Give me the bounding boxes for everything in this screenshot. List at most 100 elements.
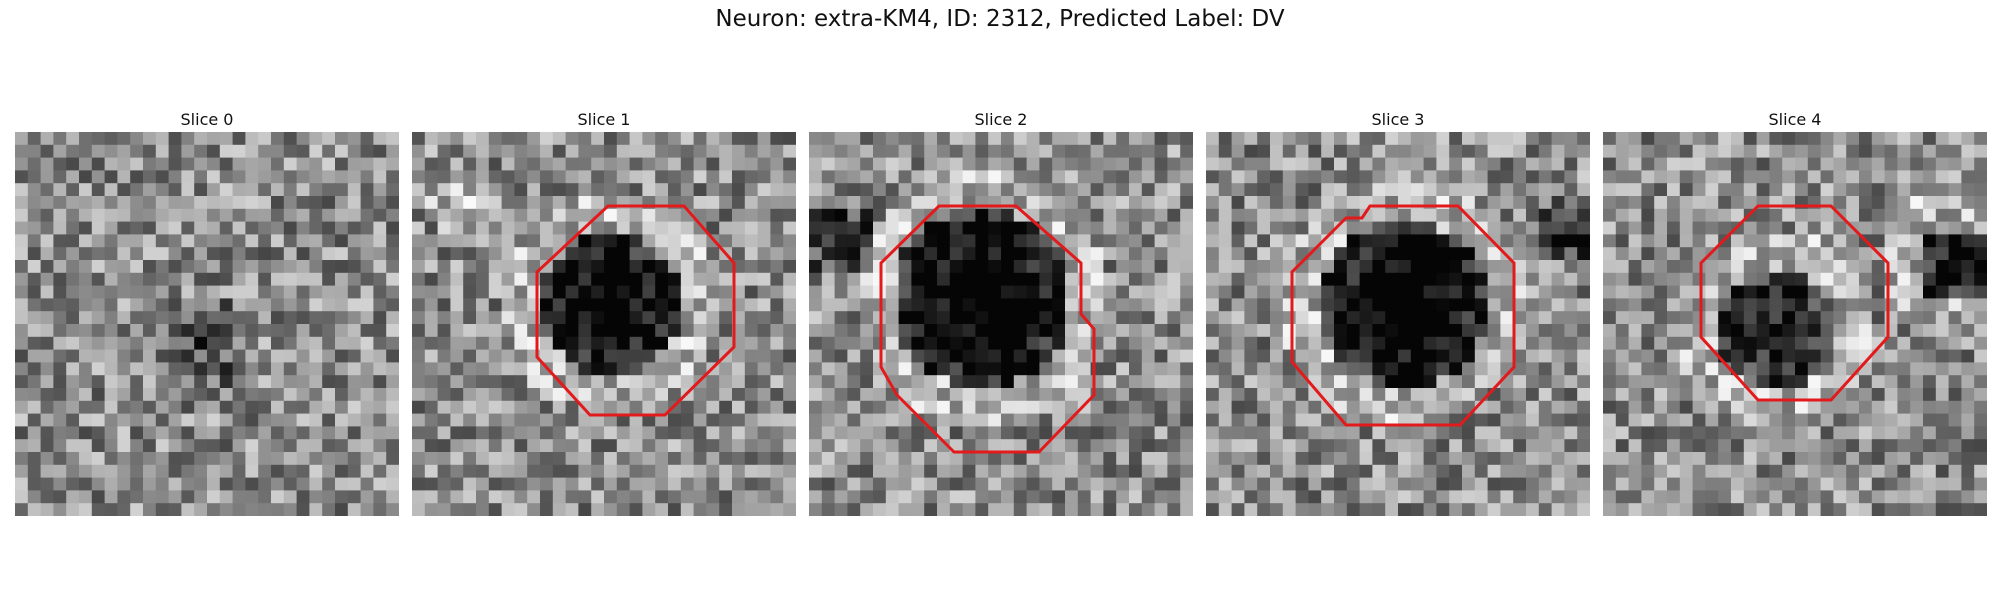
pixel: [1897, 477, 1911, 491]
pixel: [1859, 400, 1873, 415]
pixel: [335, 183, 349, 197]
pixel: [680, 413, 695, 427]
pixel: [706, 196, 720, 210]
pixel: [1346, 311, 1361, 325]
pixel: [937, 336, 951, 351]
pixel: [873, 426, 887, 440]
pixel: [693, 439, 707, 453]
pixel: [962, 170, 976, 184]
pixel: [1859, 388, 1873, 402]
pixel: [1474, 260, 1489, 274]
pixel: [91, 285, 106, 299]
pixel: [809, 272, 823, 287]
pixel: [604, 375, 618, 389]
pixel: [565, 157, 579, 171]
pixel: [424, 247, 439, 261]
pixel: [1538, 208, 1553, 223]
pixel: [719, 477, 733, 491]
pixel: [1897, 464, 1911, 479]
pixel: [616, 349, 631, 363]
pixel: [1756, 464, 1770, 479]
pixel: [1295, 477, 1309, 491]
pixel: [1052, 285, 1066, 299]
pixel: [924, 503, 938, 516]
pixel: [1257, 324, 1271, 338]
pixel: [476, 388, 490, 402]
pixel: [629, 170, 643, 184]
pixel: [1026, 298, 1040, 312]
pixel: [245, 285, 259, 299]
pixel: [1884, 362, 1898, 376]
pixel: [1398, 362, 1412, 376]
pixel: [245, 362, 259, 376]
pixel: [719, 426, 733, 440]
pixel: [975, 234, 989, 248]
pixel: [1295, 324, 1309, 338]
pixel: [181, 477, 195, 491]
pixel: [809, 196, 823, 210]
pixel: [476, 260, 490, 274]
pixel: [1154, 272, 1168, 287]
pixel: [1436, 311, 1450, 325]
pixel: [719, 311, 733, 325]
pixel: [821, 388, 836, 402]
pixel: [1116, 490, 1130, 504]
pixel: [552, 388, 567, 402]
pixel: [1923, 413, 1937, 427]
pixel: [1372, 388, 1386, 402]
pixel: [143, 375, 157, 389]
pixel: [104, 490, 118, 504]
pixel: [15, 349, 29, 363]
pixel: [821, 400, 836, 415]
pixel: [642, 388, 656, 402]
pixel: [911, 183, 925, 197]
pixel: [962, 144, 976, 159]
pixel: [898, 439, 912, 453]
pixel: [271, 477, 285, 491]
pixel: [885, 260, 900, 274]
pixel: [770, 388, 784, 402]
pixel: [1180, 221, 1193, 235]
pixel: [181, 464, 195, 479]
pixel: [1116, 144, 1130, 159]
pixel: [591, 375, 605, 389]
pixel: [1705, 183, 1719, 197]
pixel: [1474, 324, 1489, 338]
pixel: [373, 298, 387, 312]
pixel: [975, 260, 989, 274]
pixel: [335, 260, 349, 274]
pixel: [1270, 400, 1284, 415]
pixel: [1628, 208, 1642, 223]
pixel: [258, 362, 272, 376]
pixel: [347, 413, 362, 427]
pixel: [1513, 247, 1527, 261]
pixel: [1436, 375, 1450, 389]
pixel: [1846, 298, 1860, 312]
pixel: [1372, 311, 1386, 325]
pixel: [860, 464, 874, 479]
pixel: [1013, 170, 1028, 184]
pixel: [296, 503, 310, 516]
pixel: [565, 439, 579, 453]
pixel: [143, 426, 157, 440]
pixel: [847, 375, 861, 389]
pixel: [1564, 196, 1578, 210]
pixel: [1526, 388, 1540, 402]
pixel: [373, 349, 387, 363]
pixel: [27, 132, 42, 146]
pixel: [1001, 234, 1015, 248]
pixel: [1782, 503, 1796, 516]
pixel: [693, 144, 707, 159]
pixel: [834, 400, 848, 415]
pixel: [1167, 221, 1181, 235]
slice-panel-0: Slice 0: [15, 108, 399, 516]
pixel: [463, 272, 477, 287]
pixel: [104, 132, 118, 146]
pixel: [232, 285, 246, 299]
pixel: [104, 324, 118, 338]
pixel: [1743, 413, 1758, 427]
pixel: [245, 298, 259, 312]
pixel: [1423, 272, 1437, 287]
pixel: [476, 375, 490, 389]
pixel: [130, 400, 144, 415]
